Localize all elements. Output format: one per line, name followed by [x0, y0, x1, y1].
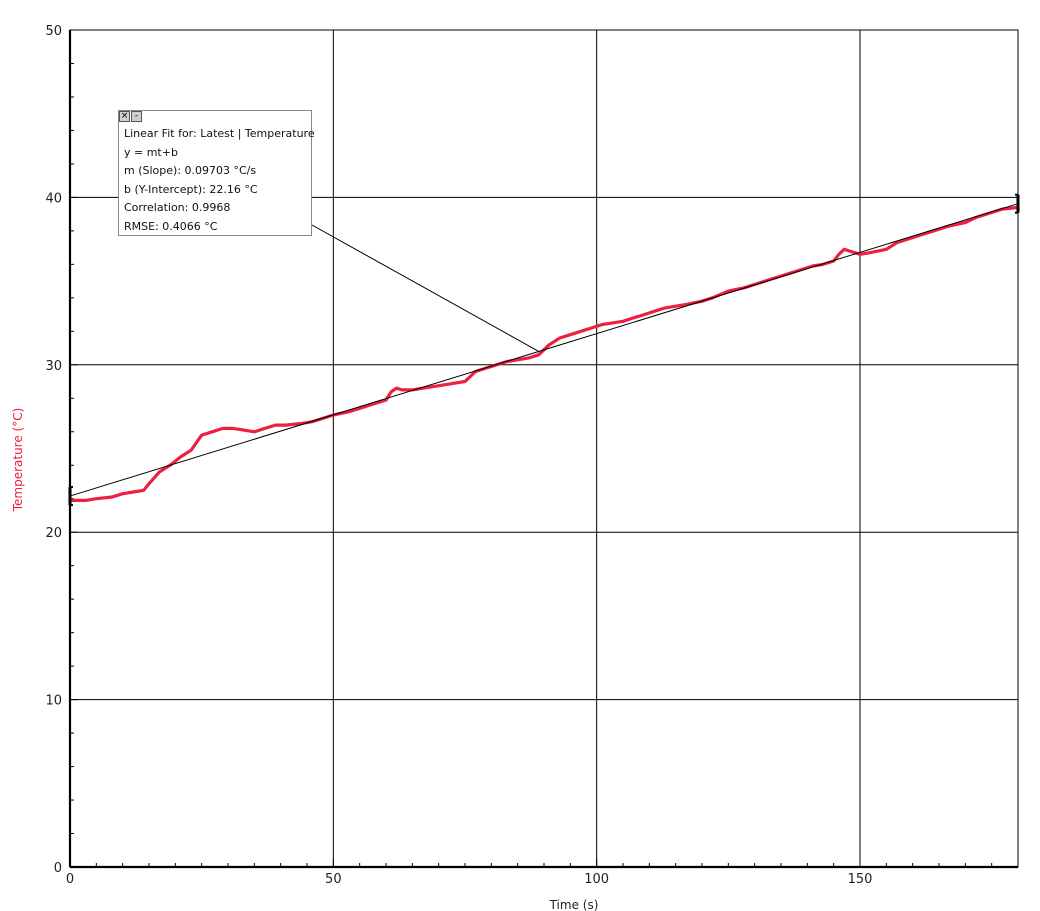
fit-equation: y = mt+b	[124, 145, 178, 159]
data-series	[68, 205, 1020, 502]
linear-fit-panel[interactable]: × - Linear Fit for: Latest | Temperature…	[118, 110, 315, 236]
x-tick-label: 50	[325, 872, 342, 887]
close-icon[interactable]: ×	[119, 111, 130, 122]
y-axis-title: Temperature (°C)	[11, 408, 25, 513]
fit-intercept: b (Y-Intercept): 22.16 °C	[124, 182, 258, 196]
panel-controls: × -	[119, 111, 142, 124]
y-tick-label: 20	[45, 526, 62, 541]
y-tick-label: 40	[45, 191, 62, 206]
fit-slope: m (Slope): 0.09703 °C/s	[124, 164, 257, 177]
temperature-series-line	[68, 205, 1020, 502]
linear-fit	[68, 193, 1020, 507]
y-tick-label: 0	[54, 861, 62, 876]
x-tick-label: 100	[584, 872, 609, 887]
fit-correlation: Correlation: 0.9968	[124, 201, 231, 214]
fit-stats: Linear Fit for: Latest | Temperature y =…	[124, 125, 315, 236]
tick-marks	[69, 29, 1019, 868]
y-tick-label: 10	[45, 694, 62, 709]
fit-title: Linear Fit for: Latest | Temperature	[124, 127, 315, 140]
fit-line	[69, 203, 1019, 497]
y-tick-label: 30	[45, 359, 62, 374]
minimize-icon[interactable]: -	[131, 111, 142, 122]
x-tick-label: 0	[66, 872, 74, 887]
fit-rmse: RMSE: 0.4066 °C	[124, 219, 218, 233]
y-tick-label: 50	[45, 24, 62, 39]
fit-callout-leader	[311, 224, 539, 352]
x-tick-labels: 0 50 100 150	[66, 872, 873, 887]
x-tick-label: 150	[848, 872, 873, 887]
y-tick-labels: 0 10 20 30 40 50	[45, 24, 62, 876]
x-axis-title: Time (s)	[549, 898, 599, 911]
